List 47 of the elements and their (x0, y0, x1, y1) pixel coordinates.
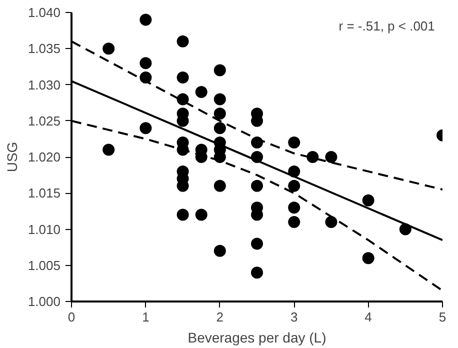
x-tick-label: 5 (438, 310, 446, 324)
y-tick-label: 1.005 (28, 258, 61, 273)
point (176, 72, 189, 84)
point (288, 202, 300, 214)
point (214, 122, 226, 134)
y-tick-label: 1.030 (28, 77, 61, 92)
point (140, 122, 152, 134)
x-tick-label: 0 (68, 310, 76, 324)
point (251, 266, 263, 279)
y-tick-label: 1.025 (28, 113, 61, 128)
point (214, 64, 226, 76)
point (362, 252, 374, 264)
annotation: r = -.51, p < .001 (338, 18, 435, 34)
point (176, 208, 189, 221)
point (102, 144, 115, 156)
point (214, 244, 226, 257)
x-tick-label: 1 (142, 310, 150, 324)
point (288, 136, 300, 149)
point (288, 216, 300, 228)
point (214, 93, 226, 106)
point (102, 42, 115, 55)
point (140, 57, 152, 70)
x-tick-label: 2 (216, 310, 224, 324)
y-tick-label: 1.015 (28, 186, 61, 201)
y-tick-label: 1.040 (28, 5, 61, 20)
point (362, 194, 374, 206)
point (214, 108, 226, 120)
y-axis-title: USG (4, 142, 20, 172)
point (288, 180, 300, 192)
point (214, 180, 226, 192)
point (325, 216, 338, 228)
point (195, 208, 208, 221)
point (251, 238, 263, 250)
y-tick-label: 1.010 (28, 222, 61, 237)
x-tick-label: 4 (364, 310, 372, 324)
x-axis-title: Beverages per day (L) (188, 330, 326, 346)
point (176, 35, 189, 48)
point (251, 180, 263, 192)
y-tick-label: 1.020 (28, 150, 61, 164)
point (176, 93, 189, 106)
point (195, 86, 208, 98)
y-tick-label: 1.035 (28, 41, 61, 56)
x-tick-label: 3 (290, 310, 298, 324)
point (325, 151, 338, 163)
point (140, 14, 152, 26)
point (306, 151, 319, 163)
y-tick-label: 1.000 (28, 294, 61, 309)
